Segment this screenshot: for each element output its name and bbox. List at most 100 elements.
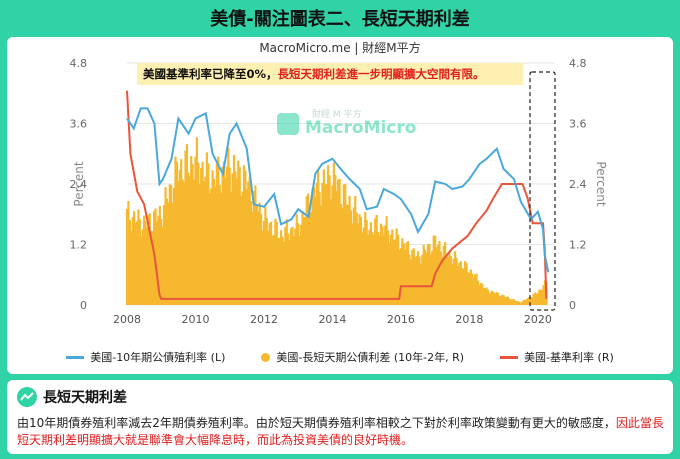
spread-bar (435, 247, 438, 305)
spread-bar (335, 190, 338, 305)
spread-bar (252, 191, 256, 305)
spread-bar (476, 280, 480, 305)
spread-bar (309, 212, 313, 305)
spread-bar (513, 300, 517, 305)
spread-bar (127, 201, 130, 305)
spread-bar (210, 188, 213, 305)
spread-bar (381, 225, 384, 305)
spread-bar (396, 234, 400, 305)
spread-bar (158, 205, 161, 305)
spread-bar (538, 289, 541, 305)
spread-bar (150, 230, 153, 305)
chart-legend: 美國-10年期公債殖利率 (L) 美國-長短天期公債利差 (10年-2年, R)… (7, 344, 673, 370)
spread-bar (130, 231, 133, 305)
spread-bar (329, 199, 333, 305)
legend-item-ten-year: 美國-10年期公債殖利率 (L) (66, 349, 225, 365)
spread-bar (408, 254, 411, 305)
spread-bar (201, 161, 204, 305)
spread-bar (288, 240, 291, 305)
legend-item-spread: 美國-長短天期公債利差 (10年-2年, R) (261, 349, 464, 365)
spread-bar (197, 162, 200, 305)
spread-bar (145, 227, 149, 305)
spread-bar (287, 233, 290, 305)
spread-bar (495, 292, 498, 305)
spread-bar (271, 235, 274, 305)
spread-bar (456, 266, 460, 305)
spread-bar (402, 243, 405, 305)
spread-bar (516, 301, 520, 305)
x-tick-4: 2016 (387, 313, 415, 326)
spread-bar (464, 261, 467, 305)
spread-bar (505, 296, 508, 305)
spread-bar (491, 290, 494, 305)
spread-bar (398, 250, 401, 305)
spread-bar (432, 235, 435, 305)
spread-bar (162, 205, 166, 305)
watermark-top: 財經 M 平方 (312, 108, 362, 120)
spread-bar (519, 302, 522, 305)
spread-bar (438, 241, 441, 305)
spread-bar (331, 185, 334, 305)
spread-bar (202, 181, 206, 305)
spread-bar (542, 285, 545, 305)
spread-bar (422, 244, 425, 305)
series-lines (126, 90, 550, 300)
spread-bar (404, 249, 407, 305)
spread-bar (344, 183, 347, 305)
spread-bar (292, 236, 296, 305)
spread-bar (230, 192, 233, 305)
spread-bar (285, 219, 288, 305)
spread-bar (272, 234, 276, 305)
spread-bar (391, 229, 394, 305)
spread-bar (359, 217, 363, 305)
spread-bar (231, 173, 234, 305)
spread-bar (379, 223, 383, 305)
spread-bar (257, 211, 260, 305)
spread-bar (509, 299, 512, 305)
spread-bar (428, 243, 431, 305)
spread-bar (429, 254, 432, 305)
spread-bar (171, 202, 174, 305)
spread-bar (168, 184, 171, 305)
spread-bar (376, 232, 380, 305)
spread-bar (499, 296, 502, 305)
spread-bar (190, 156, 193, 305)
spread-bar (375, 214, 378, 305)
spread-bar (442, 245, 445, 305)
spread-bar (297, 223, 300, 305)
spread-bar (255, 205, 258, 305)
spread-bar (325, 183, 328, 305)
spread-bar (282, 241, 286, 305)
spread-bar (217, 156, 220, 305)
spread-bar (224, 177, 227, 305)
y-left-tick-2: 2.4 (70, 178, 88, 191)
spread-bar (535, 293, 538, 305)
spread-bar (424, 249, 427, 305)
spread-bar (355, 212, 358, 305)
spread-bar (184, 150, 187, 305)
y-left-tick-0: 0 (80, 299, 87, 312)
spread-bar (328, 175, 331, 305)
note-body-plain: 由10年期債券殖利率減去2年期債券殖利率。由於短天期債券殖利率相較之下對於利率政… (17, 416, 616, 430)
spread-bar (455, 257, 458, 305)
spread-bar (164, 187, 167, 305)
spread-bar (235, 178, 238, 305)
spread-bar (445, 253, 448, 305)
spread-bar (522, 300, 525, 305)
spread-bar (351, 223, 354, 305)
spread-bar (254, 185, 257, 305)
spread-bar (260, 213, 263, 305)
spread-bar (187, 172, 190, 305)
legend-label-ten-year: 美國-10年期公債殖利率 (L) (90, 351, 226, 364)
spread-bar (369, 222, 373, 305)
spread-bar (222, 161, 226, 305)
spread-bar (241, 191, 244, 305)
spread-bar (518, 301, 521, 305)
spread-bar (419, 263, 422, 305)
spread-bar (416, 251, 420, 305)
spread-bar (204, 176, 207, 305)
spread-bar (481, 283, 484, 305)
spread-bar (312, 186, 315, 305)
spread-bar (345, 204, 348, 305)
spread-bar (141, 229, 144, 305)
